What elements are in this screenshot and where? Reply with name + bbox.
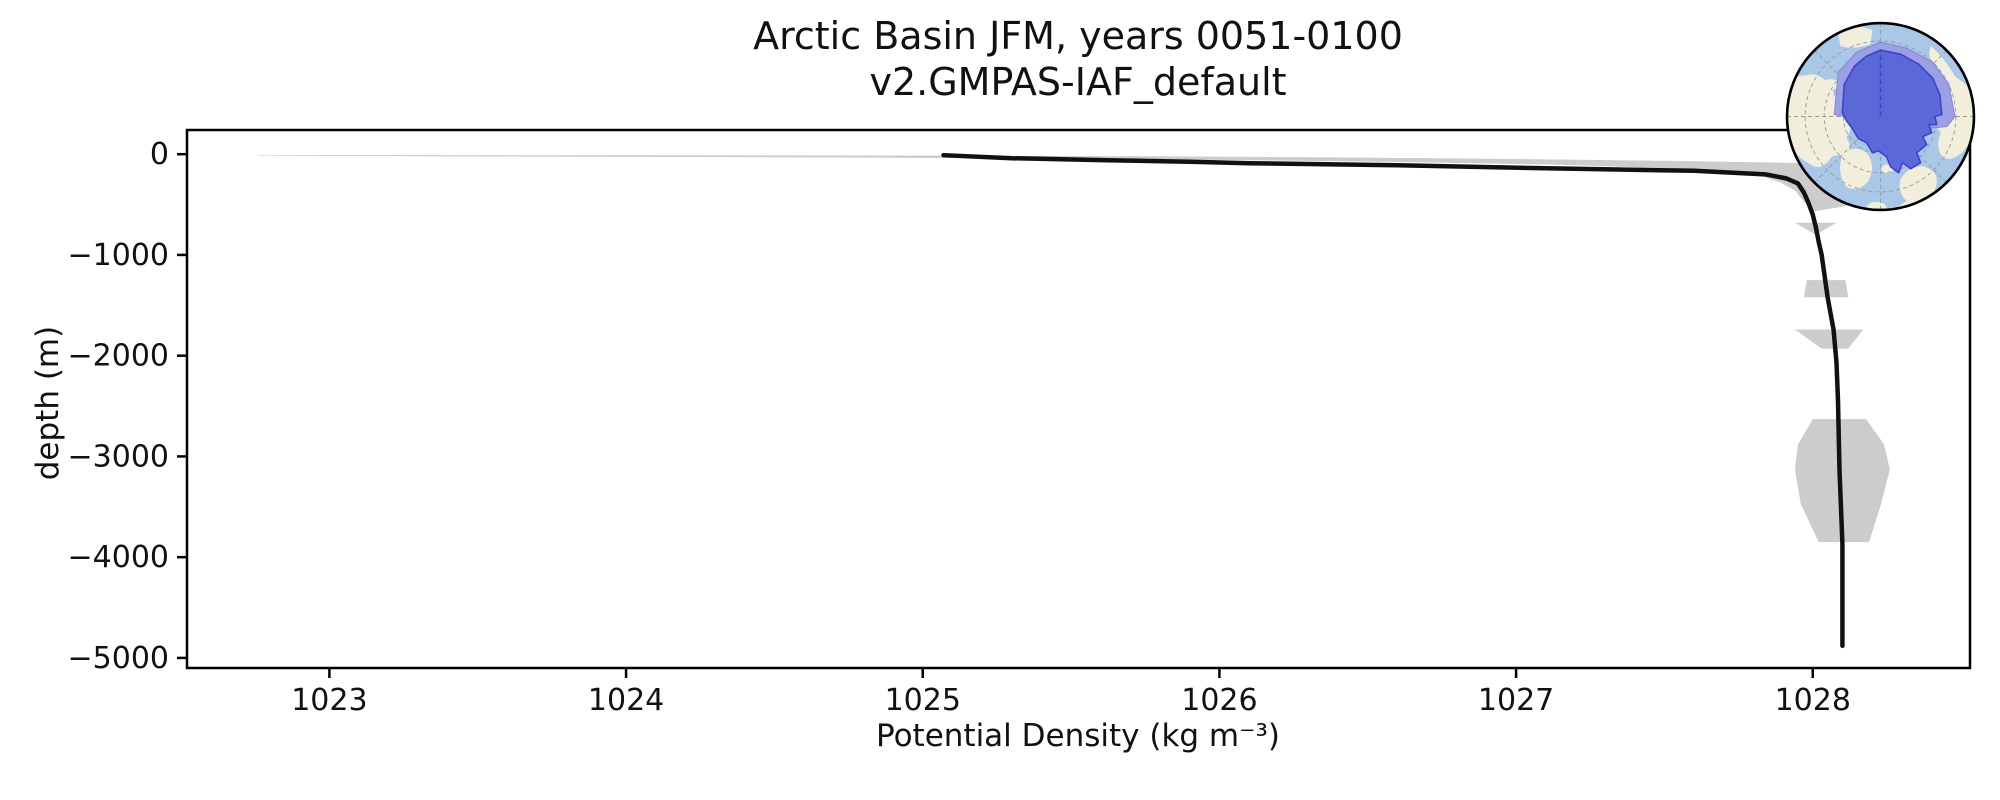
profile-line [941,152,1845,649]
y-tick-label: −1000 [68,238,169,273]
arctic-map-inset [1785,21,1976,212]
spread-envelope [258,154,1944,212]
spread-patch [1794,329,1864,349]
chart-title: Arctic Basin JFM, years 0051-0100 [753,14,1403,58]
map-border [1785,21,1976,212]
y-tick-label: 0 [150,137,169,172]
x-tick-label: 1026 [1181,683,1257,718]
y-axis-label: depth (m) [30,325,66,481]
y-tick-label: −4000 [68,540,169,575]
y-tick-label: −2000 [68,339,169,374]
x-tick-label: 1023 [291,683,367,718]
x-tick-label: 1028 [1775,683,1851,718]
chart-subtitle: v2.GMPAS-IAF_default [869,60,1287,104]
x-axis-label: Potential Density (kg m⁻³) [875,718,1281,754]
x-tick-label: 1027 [1478,683,1554,718]
region-arctic-basin [1841,49,1943,174]
y-tick-label: −3000 [68,439,169,474]
spread-patch [1794,419,1890,543]
x-tick-label: 1025 [885,683,961,718]
land-north-america [1787,74,1851,168]
x-tick-label: 1024 [588,683,664,718]
land-britain [1866,201,1887,210]
land-scandinavia [1888,166,1941,210]
y-tick-label: −5000 [68,641,169,676]
axes-spines [185,128,1972,670]
land-greenland [1840,148,1873,189]
